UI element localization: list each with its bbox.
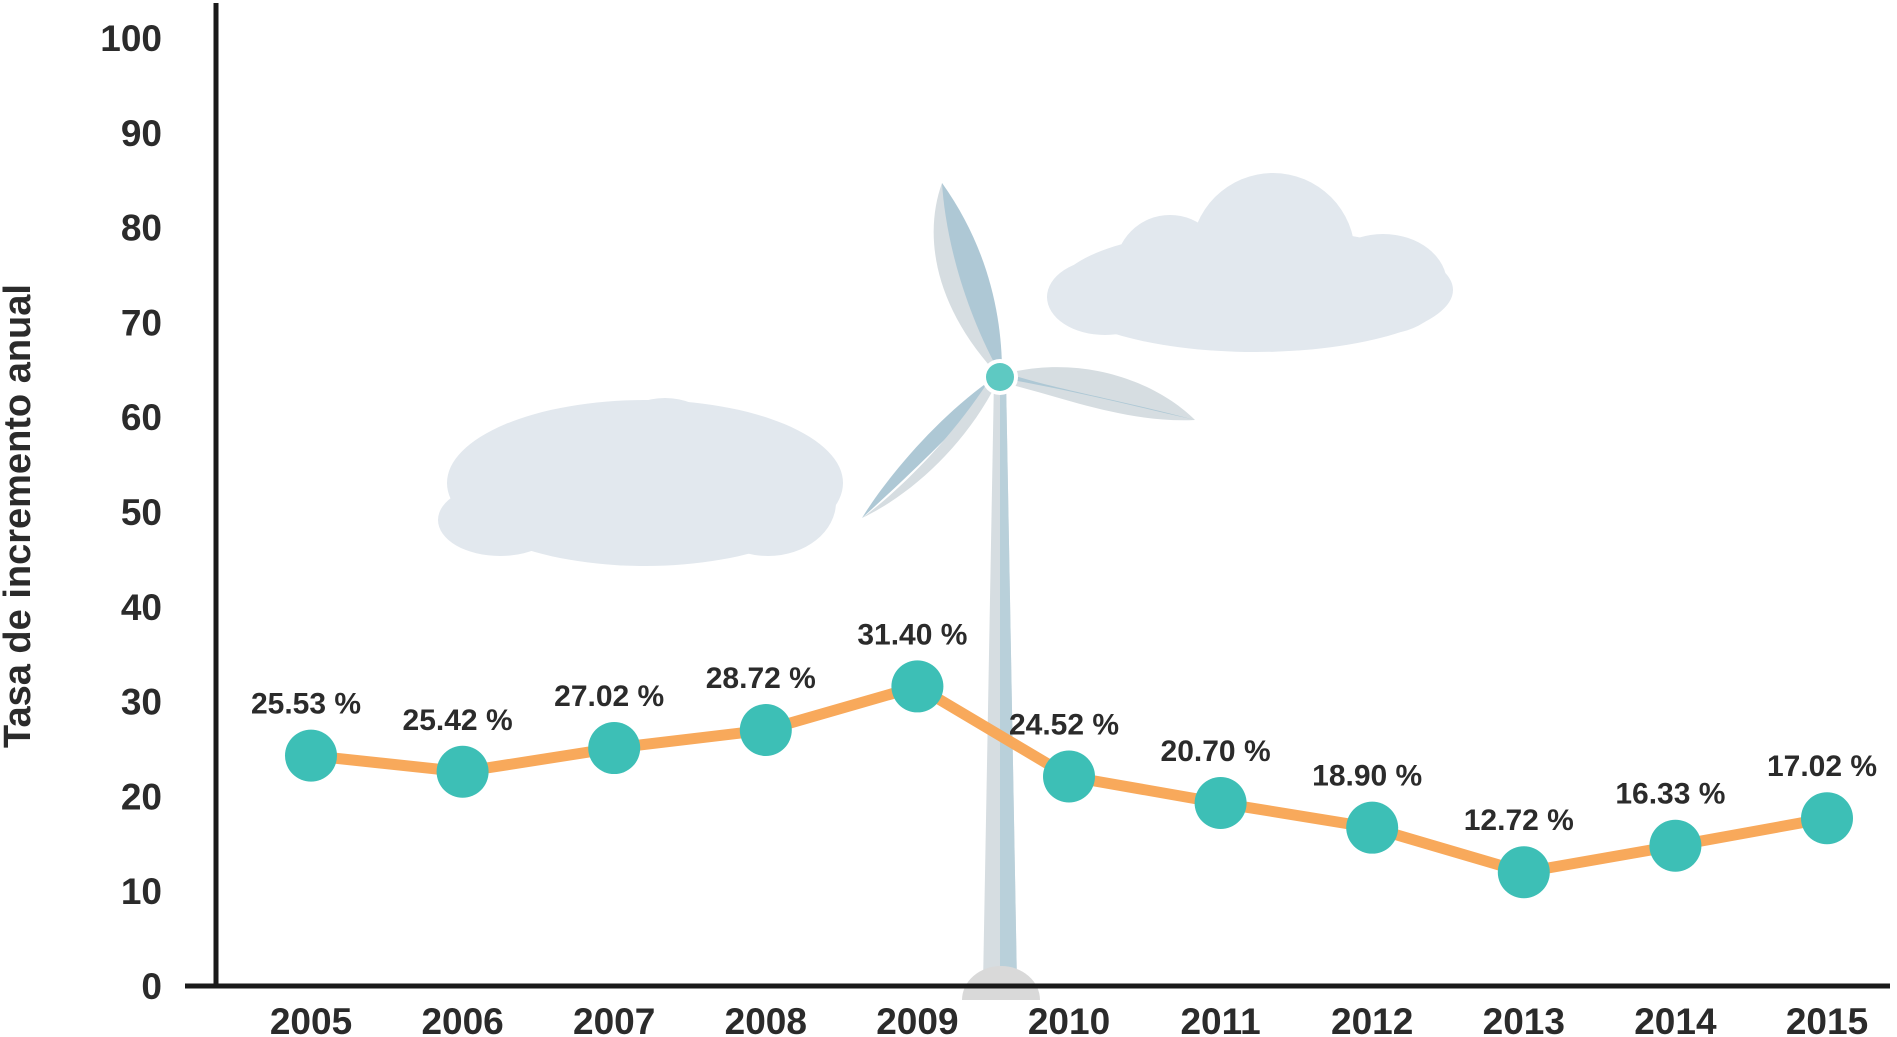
y-tick-label: 0 — [141, 966, 162, 1007]
cloud-right-icon — [1047, 173, 1453, 352]
x-tick-label: 2011 — [1180, 1001, 1260, 1037]
x-tick-label: 2008 — [725, 1001, 807, 1037]
data-point — [1043, 750, 1095, 803]
y-tick-label: 60 — [121, 397, 162, 438]
y-tick-label: 90 — [121, 113, 162, 154]
y-tick-label: 40 — [121, 587, 162, 628]
wind-turbine-icon — [862, 183, 1195, 1000]
data-label: 16.33 % — [1615, 778, 1725, 811]
data-label: 17.02 % — [1767, 750, 1877, 783]
x-tick-label: 2015 — [1786, 1001, 1868, 1037]
data-point — [891, 660, 944, 713]
data-label: 24.52 % — [1009, 708, 1119, 741]
series-points — [285, 660, 1853, 899]
data-point — [1649, 819, 1702, 872]
x-tick-label: 2012 — [1331, 1001, 1413, 1037]
data-point — [1497, 846, 1550, 899]
x-tick-label: 2005 — [270, 1001, 352, 1037]
data-label: 12.72 % — [1464, 804, 1574, 837]
data-label: 25.42 % — [403, 704, 513, 737]
data-point — [285, 729, 337, 782]
y-tick-label: 20 — [121, 776, 162, 817]
cloud-left-icon — [438, 398, 843, 566]
y-tick-label: 70 — [121, 302, 162, 343]
background-illustration — [438, 173, 1453, 1000]
data-labels: 25.53 % 25.42 % 27.02 % 28.72 % 31.40 % 24.52… — [251, 618, 1877, 837]
data-point — [1194, 777, 1247, 830]
y-axis-title: Tasa de incremento anual — [0, 284, 39, 748]
x-tick-label: 2013 — [1483, 1001, 1565, 1037]
axes — [185, 3, 1890, 989]
x-tick-label: 2009 — [876, 1001, 958, 1037]
data-point — [588, 722, 641, 775]
data-point — [436, 745, 489, 798]
x-tick-label: 2014 — [1634, 1001, 1717, 1037]
x-tick-labels: 2005 2006 2007 2008 2009 2010 2011 2012 2013 2014… — [270, 1001, 1868, 1037]
data-label: 28.72 % — [706, 662, 816, 695]
y-tick-label: 80 — [121, 208, 162, 249]
data-label: 31.40 % — [857, 618, 967, 651]
x-tick-label: 2007 — [573, 1001, 655, 1037]
data-point — [1801, 792, 1853, 845]
y-tick-label: 10 — [121, 871, 162, 912]
data-label: 20.70 % — [1161, 735, 1271, 768]
y-tick-labels: 0 10 20 30 40 50 60 70 80 90 100 — [100, 18, 162, 1007]
x-tick-label: 2006 — [421, 1001, 503, 1037]
y-tick-label: 50 — [121, 492, 162, 533]
y-tick-label: 100 — [100, 18, 162, 59]
y-tick-label: 30 — [121, 682, 162, 723]
x-tick-label: 2010 — [1028, 1001, 1110, 1037]
data-point — [1346, 801, 1399, 854]
data-label: 18.90 % — [1312, 760, 1422, 793]
data-label: 27.02 % — [554, 680, 664, 713]
data-point — [739, 704, 792, 757]
data-label: 25.53 % — [251, 688, 361, 721]
